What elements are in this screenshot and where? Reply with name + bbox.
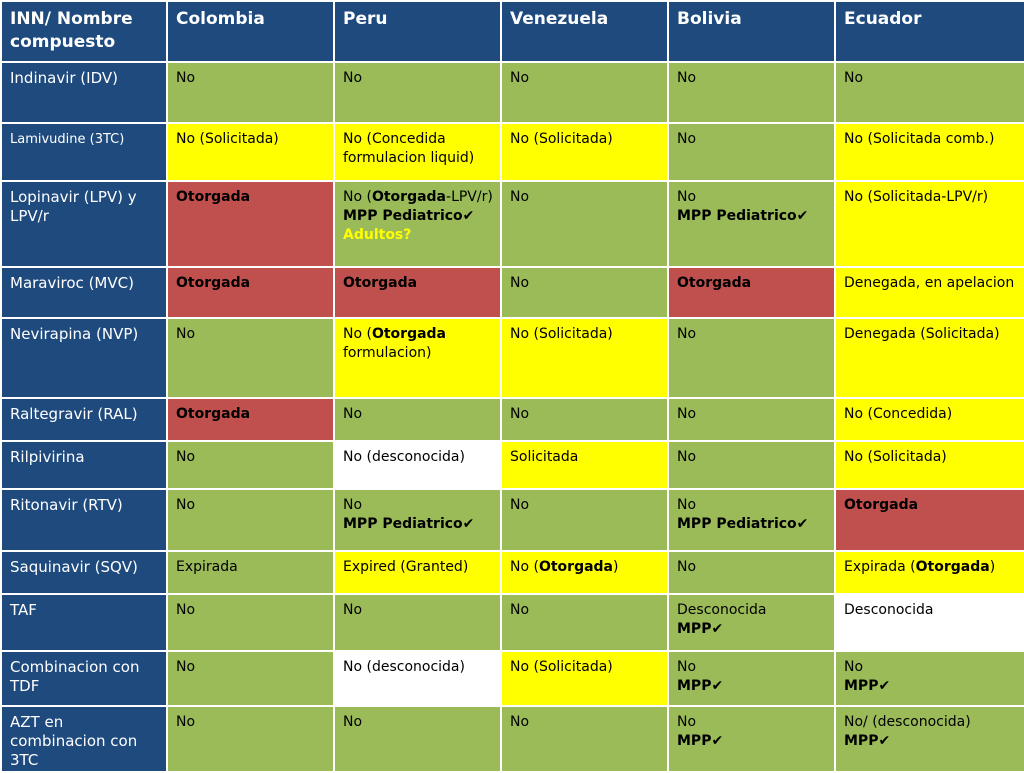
header-venezuela: Venezuela: [500, 0, 669, 63]
row-name: Saquinavir (SQV): [0, 550, 168, 595]
cell-bolivia: No: [667, 61, 836, 124]
cell-ecuador: No: [834, 61, 1024, 124]
cell-colombia: Expirada: [166, 550, 335, 595]
cell-ecuador: Denegada, en apelacion: [834, 266, 1024, 319]
cell-ecuador: No (Solicitada comb.): [834, 122, 1024, 182]
cell-colombia: No: [166, 488, 335, 552]
table-row: Maraviroc (MVC) Otorgada Otorgada No Oto…: [0, 266, 1024, 319]
cell-peru: No (Otorgada formulacion): [333, 317, 502, 399]
cell-venezuela: No: [500, 266, 669, 319]
cell-bolivia: No MPP✔: [667, 705, 836, 773]
cell-venezuela: No: [500, 593, 669, 652]
row-name: Raltegravir (RAL): [0, 397, 168, 442]
row-name: Combinacion con TDF: [0, 650, 168, 707]
cell-peru: Expired (Granted): [333, 550, 502, 595]
table-row: TAF No No No Desconocida MPP✔ Desconocid…: [0, 593, 1024, 652]
cell-bolivia: No: [667, 122, 836, 182]
cell-colombia: No: [166, 317, 335, 399]
header-row: INN/ Nombre compuesto Colombia Peru Vene…: [0, 0, 1024, 63]
cell-peru: Otorgada: [333, 266, 502, 319]
cell-colombia: No: [166, 593, 335, 652]
table-row: Nevirapina (NVP) No No (Otorgada formula…: [0, 317, 1024, 399]
row-name: AZT en combinacion con 3TC: [0, 705, 168, 773]
cell-bolivia: No MPP✔: [667, 650, 836, 707]
cell-venezuela: No (Solicitada): [500, 650, 669, 707]
cell-peru: No (Otorgada-LPV/r) MPP Pediatrico✔ Adul…: [333, 180, 502, 268]
cell-ecuador: No (Solicitada-LPV/r): [834, 180, 1024, 268]
table-row: Lopinavir (LPV) y LPV/r Otorgada No (Oto…: [0, 180, 1024, 268]
cell-venezuela: No: [500, 488, 669, 552]
cell-colombia: No: [166, 61, 335, 124]
cell-peru: No: [333, 397, 502, 442]
row-name: Maraviroc (MVC): [0, 266, 168, 319]
table-row: Saquinavir (SQV) Expirada Expired (Grant…: [0, 550, 1024, 595]
cell-ecuador: No (Solicitada): [834, 440, 1024, 490]
row-name: Lamivudine (3TC): [0, 122, 168, 182]
table-row: Lamivudine (3TC) No (Solicitada) No (Con…: [0, 122, 1024, 182]
cell-bolivia: No MPP Pediatrico✔: [667, 180, 836, 268]
cell-peru: No (Concedida formulacion liquid): [333, 122, 502, 182]
cell-venezuela: No (Solicitada): [500, 122, 669, 182]
cell-venezuela: No: [500, 397, 669, 442]
cell-peru: No: [333, 593, 502, 652]
cell-bolivia: Desconocida MPP✔: [667, 593, 836, 652]
header-bolivia: Bolivia: [667, 0, 836, 63]
cell-venezuela: No: [500, 180, 669, 268]
cell-peru: No (desconocida): [333, 440, 502, 490]
table-row: Combinacion con TDF No No (desconocida) …: [0, 650, 1024, 707]
table-row: Ritonavir (RTV) No No MPP Pediatrico✔ No…: [0, 488, 1024, 552]
table-row: AZT en combinacion con 3TC No No No No M…: [0, 705, 1024, 773]
cell-venezuela: No: [500, 61, 669, 124]
cell-ecuador: Expirada (Otorgada): [834, 550, 1024, 595]
cell-venezuela: No (Otorgada): [500, 550, 669, 595]
cell-peru: No: [333, 705, 502, 773]
cell-colombia: Otorgada: [166, 266, 335, 319]
row-name: Ritonavir (RTV): [0, 488, 168, 552]
cell-bolivia: No MPP Pediatrico✔: [667, 488, 836, 552]
header-inn: INN/ Nombre compuesto: [0, 0, 168, 63]
table-row: Rilpivirina No No (desconocida) Solicita…: [0, 440, 1024, 490]
cell-peru: No (desconocida): [333, 650, 502, 707]
cell-bolivia: No: [667, 397, 836, 442]
cell-venezuela: Solicitada: [500, 440, 669, 490]
cell-colombia: Otorgada: [166, 180, 335, 268]
header-colombia: Colombia: [166, 0, 335, 63]
cell-colombia: No: [166, 440, 335, 490]
cell-bolivia: No: [667, 440, 836, 490]
table-row: Raltegravir (RAL) Otorgada No No No No (…: [0, 397, 1024, 442]
row-name: Nevirapina (NVP): [0, 317, 168, 399]
row-name: Rilpivirina: [0, 440, 168, 490]
cell-ecuador: No MPP✔: [834, 650, 1024, 707]
cell-bolivia: No: [667, 317, 836, 399]
cell-colombia: No: [166, 705, 335, 773]
header-peru: Peru: [333, 0, 502, 63]
cell-venezuela: No (Solicitada): [500, 317, 669, 399]
cell-colombia: No: [166, 650, 335, 707]
cell-ecuador: Otorgada: [834, 488, 1024, 552]
cell-ecuador: No/ (desconocida) MPP✔: [834, 705, 1024, 773]
cell-ecuador: No (Concedida): [834, 397, 1024, 442]
cell-peru: No: [333, 61, 502, 124]
row-name: Lopinavir (LPV) y LPV/r: [0, 180, 168, 268]
cell-colombia: Otorgada: [166, 397, 335, 442]
table-row: Indinavir (IDV) No No No No No: [0, 61, 1024, 124]
row-name: Indinavir (IDV): [0, 61, 168, 124]
cell-bolivia: No: [667, 550, 836, 595]
cell-venezuela: No: [500, 705, 669, 773]
cell-peru: No MPP Pediatrico✔: [333, 488, 502, 552]
cell-ecuador: Denegada (Solicitada): [834, 317, 1024, 399]
row-name: TAF: [0, 593, 168, 652]
cell-bolivia: Otorgada: [667, 266, 836, 319]
cell-colombia: No (Solicitada): [166, 122, 335, 182]
header-ecuador: Ecuador: [834, 0, 1024, 63]
cell-ecuador: Desconocida: [834, 593, 1024, 652]
